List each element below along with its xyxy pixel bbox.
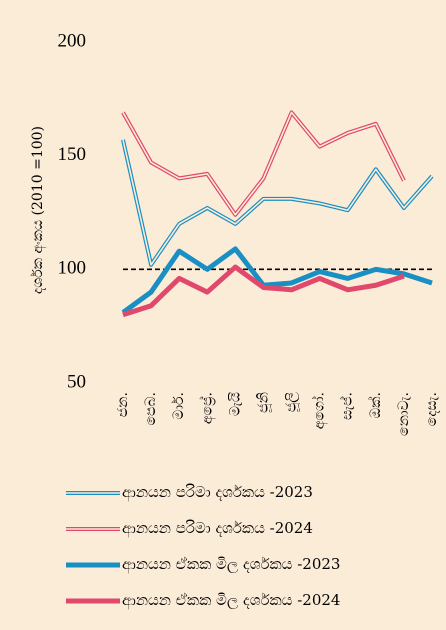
- x-tick-label: දෙසැ.: [424, 392, 440, 426]
- y-axis-label: දර්ශක අංකය (2010 =100): [30, 126, 47, 294]
- x-tick-label: අගෝ.: [312, 392, 329, 429]
- x-tick-label: ජූනි: [255, 392, 272, 413]
- x-tick-label: ජන.: [115, 392, 131, 417]
- x-tick-label: සැප්.: [340, 392, 356, 420]
- x-tick-label: පෙබ.: [143, 392, 159, 425]
- y-tick-label: 50: [67, 371, 86, 392]
- y-tick-label: 200: [58, 30, 87, 51]
- x-tick-label: ජූලි: [284, 392, 301, 412]
- series-line-inner: [122, 111, 405, 216]
- x-tick-label: ඔක්.: [368, 392, 384, 418]
- series-line: [121, 246, 433, 315]
- x-tick-label: නොවැ.: [396, 392, 412, 436]
- series-line: [122, 264, 405, 318]
- x-tick-label: අප්‍රේ.: [199, 392, 216, 424]
- x-tick-label: මැයි: [227, 391, 243, 416]
- y-tick-label: 150: [58, 144, 87, 165]
- legend-label: ආනයන පරිමා දර්ශකය -2023: [122, 483, 313, 502]
- legend-label: ආනයන ඒකක මිල දර්ශකය -2023: [122, 555, 340, 574]
- y-tick-label: 100: [58, 258, 87, 279]
- legend-label: ආනයන පරිමා දර්ශකය -2024: [122, 519, 313, 538]
- series-line-inner: [122, 139, 433, 266]
- x-tick-label: මාර්.: [171, 392, 187, 420]
- legend-label: ආනයන ඒකක මිල දර්ශකය -2024: [122, 591, 340, 610]
